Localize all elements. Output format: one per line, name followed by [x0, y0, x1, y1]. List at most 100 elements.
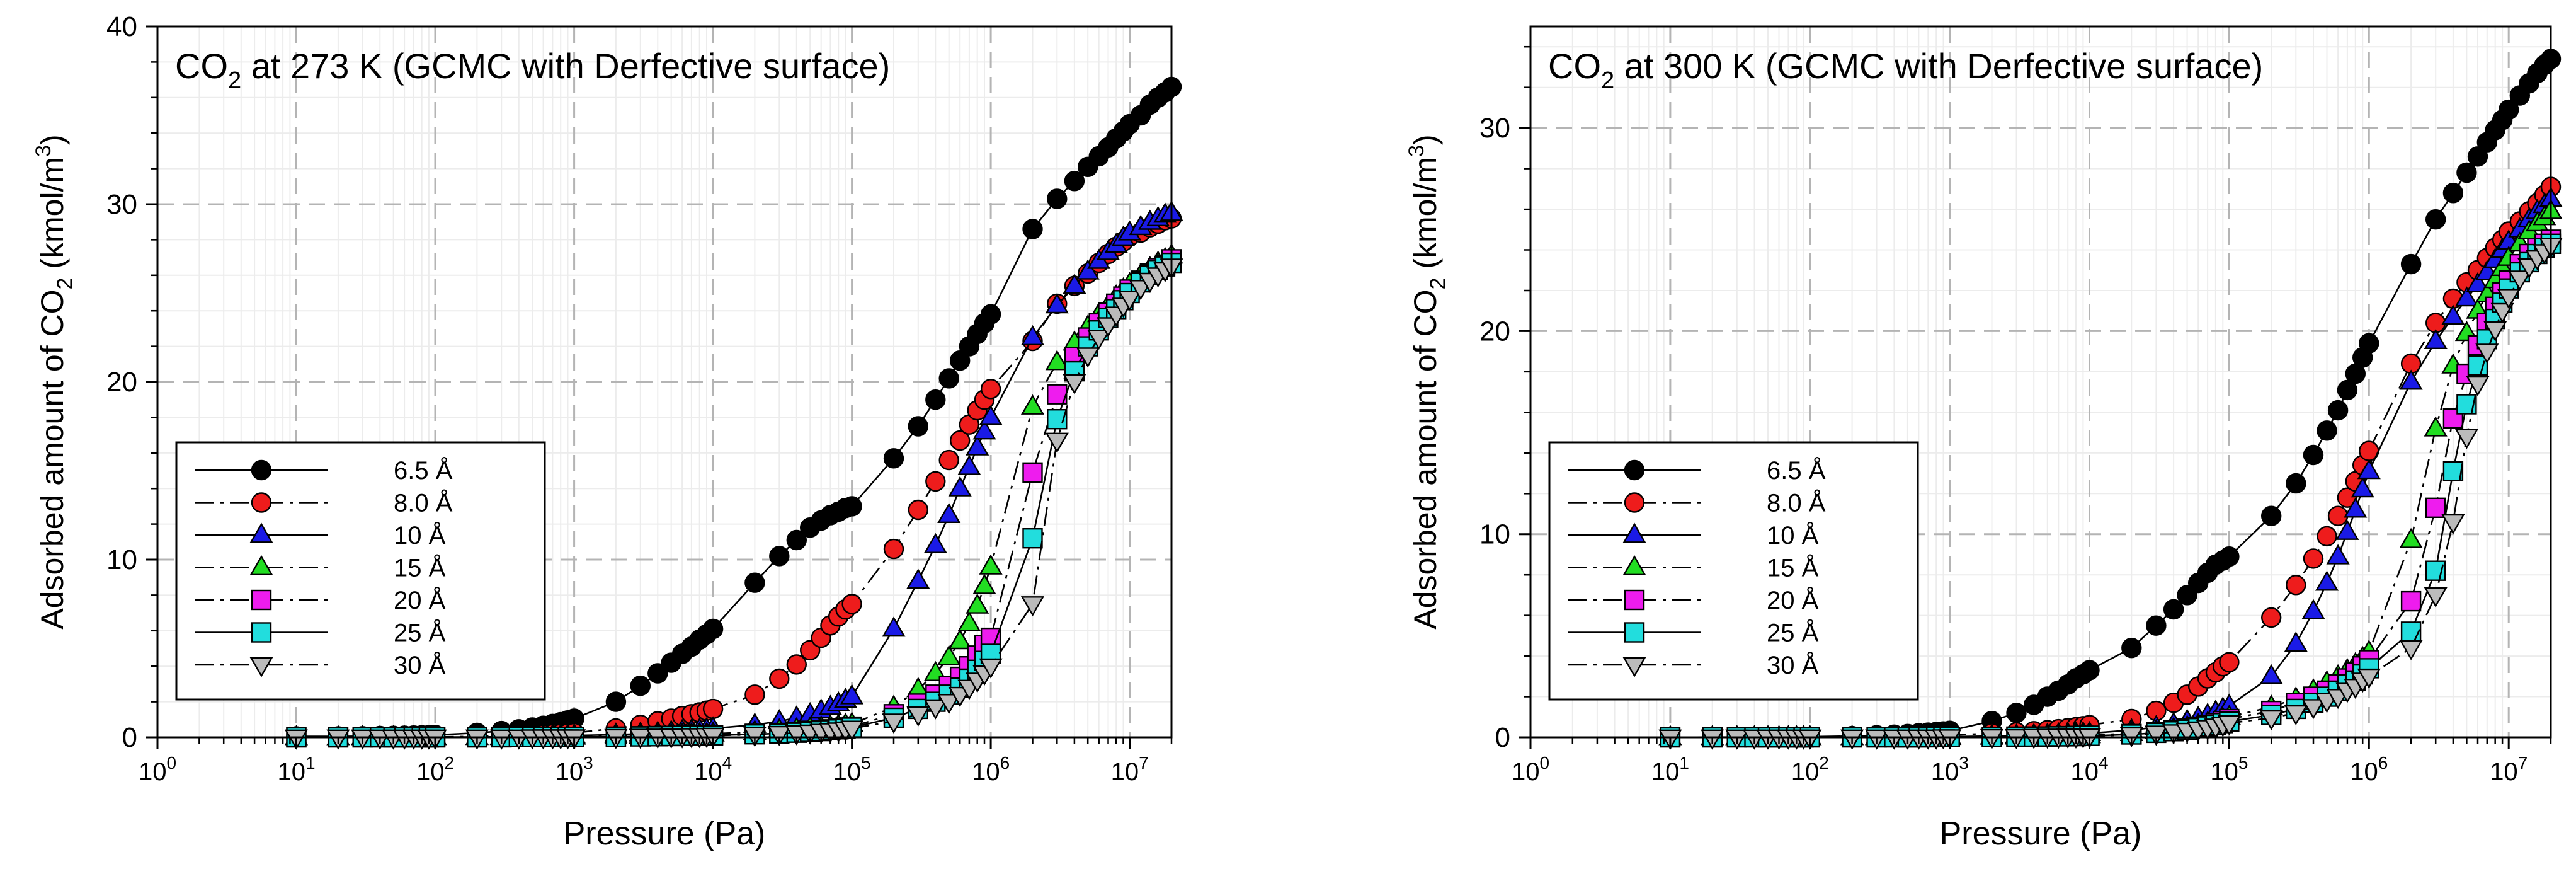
data-point	[980, 304, 1001, 325]
data-point	[2260, 505, 2282, 526]
data-point	[908, 499, 929, 521]
data-point	[840, 720, 864, 741]
legend-entry: 8.0 Å	[195, 489, 453, 517]
data-point	[2508, 270, 2532, 291]
y-tick-label: 0	[122, 722, 137, 753]
data-point	[744, 684, 765, 705]
data-point	[2121, 637, 2142, 659]
legend-entry: 15 Å	[195, 554, 446, 582]
data-point	[785, 725, 809, 746]
data-point	[2303, 444, 2324, 466]
data-point	[744, 572, 765, 593]
data-point	[769, 546, 790, 567]
y-tick-label: 20	[1479, 316, 1510, 347]
data-point	[980, 379, 1001, 400]
legend-label: 8.0 Å	[1767, 489, 1826, 517]
data-point	[949, 430, 971, 451]
data-point	[948, 629, 972, 650]
legend-label: 15 Å	[1767, 554, 1819, 582]
data-point	[2327, 505, 2349, 526]
data-point	[2424, 587, 2448, 607]
data-point	[630, 675, 651, 696]
data-point	[957, 454, 981, 475]
legend-entry: 10 Å	[195, 521, 446, 550]
data-point	[882, 616, 906, 637]
legend-marker	[1624, 492, 1645, 513]
data-point	[925, 471, 946, 492]
x-tick-label: 103	[556, 753, 593, 786]
data-point	[966, 435, 989, 456]
data-point	[2301, 599, 2325, 619]
data-point	[2260, 607, 2282, 628]
data-point	[1045, 293, 1069, 314]
data-point	[2441, 304, 2465, 325]
y-axis-label: Adsorbed amount of CO2 (kmol/m3)	[1405, 134, 1450, 629]
data-point	[937, 694, 961, 715]
data-point	[2079, 660, 2100, 681]
data-point	[937, 645, 961, 665]
data-point	[882, 713, 906, 734]
data-point	[2467, 146, 2488, 167]
data-point	[2483, 321, 2507, 342]
legend-marker	[1624, 622, 1645, 643]
legend-marker	[1624, 459, 1645, 481]
data-point	[2337, 379, 2358, 401]
x-tick-label: 104	[2071, 753, 2109, 786]
data-point	[1096, 317, 1120, 338]
legend-marker	[249, 522, 273, 543]
legend-marker	[249, 657, 273, 677]
data-point	[1022, 462, 1043, 483]
x-tick-label: 106	[2350, 753, 2388, 786]
data-point	[2454, 429, 2478, 449]
data-point	[2467, 355, 2488, 376]
data-point	[786, 654, 807, 675]
legend-marker	[251, 459, 272, 481]
data-point	[2344, 497, 2368, 518]
data-point	[2337, 487, 2358, 508]
legend-box	[1548, 441, 1919, 701]
data-point	[957, 611, 981, 631]
legend-label: 25 Å	[394, 619, 446, 647]
y-tick-label: 40	[106, 11, 137, 42]
data-point	[2259, 710, 2283, 730]
data-point	[2006, 703, 2027, 723]
data-point	[2315, 570, 2339, 591]
y-tick-label: 0	[1495, 722, 1510, 753]
x-tick-label: 107	[2490, 753, 2528, 786]
data-point	[938, 368, 959, 389]
data-point	[2146, 615, 2167, 636]
data-point	[2301, 699, 2325, 720]
data-point	[972, 573, 996, 594]
legend-entry: 30 Å	[195, 651, 446, 679]
legend-entry: 10 Å	[1568, 521, 1819, 550]
y-tick-label: 30	[1479, 113, 1510, 144]
legend-entry: 20 Å	[1568, 586, 1819, 614]
x-axis-label: Pressure (Pa)	[564, 815, 766, 852]
data-point	[2219, 652, 2240, 673]
x-tick-label: 104	[694, 753, 732, 786]
data-point	[2454, 286, 2478, 307]
y-tick-label: 10	[106, 544, 137, 575]
data-point	[938, 449, 959, 471]
data-point	[1063, 374, 1086, 394]
data-point	[841, 594, 862, 614]
x-tick-label: 102	[1791, 753, 1829, 786]
data-point	[1020, 394, 1045, 415]
legend-marker	[1622, 657, 1646, 677]
legend-entry: 8.0 Å	[1568, 489, 1826, 517]
legend-entry: 6.5 Å	[1568, 456, 1826, 485]
data-point	[949, 350, 971, 371]
data-point	[979, 554, 1003, 575]
data-point	[1047, 188, 1068, 209]
legend-entry: 6.5 Å	[195, 456, 453, 485]
data-point	[2259, 664, 2283, 684]
data-point	[979, 658, 1003, 679]
y-tick-label: 20	[106, 367, 137, 398]
data-point	[702, 618, 724, 640]
data-point	[2163, 599, 2184, 620]
x-axis: 100 101 102 103 104 105 106 107 Pressure (Pa)	[1512, 737, 2552, 852]
data-point	[2351, 477, 2374, 498]
